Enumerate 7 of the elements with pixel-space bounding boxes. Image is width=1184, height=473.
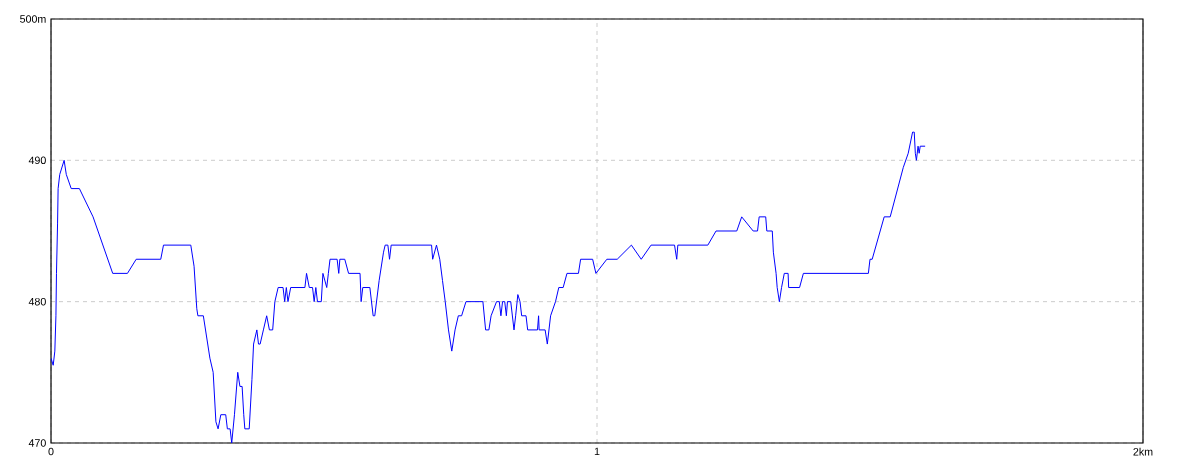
x-tick-label: 1 [594,447,600,456]
y-tick-label: 480 [28,297,46,306]
y-tick-label: 470 [28,439,46,447]
x-tick-label: 2km [1133,447,1153,456]
y-tick-label: 500m [20,15,46,23]
x-tick-label: 0 [48,447,54,456]
y-tick-label: 490 [28,156,46,165]
